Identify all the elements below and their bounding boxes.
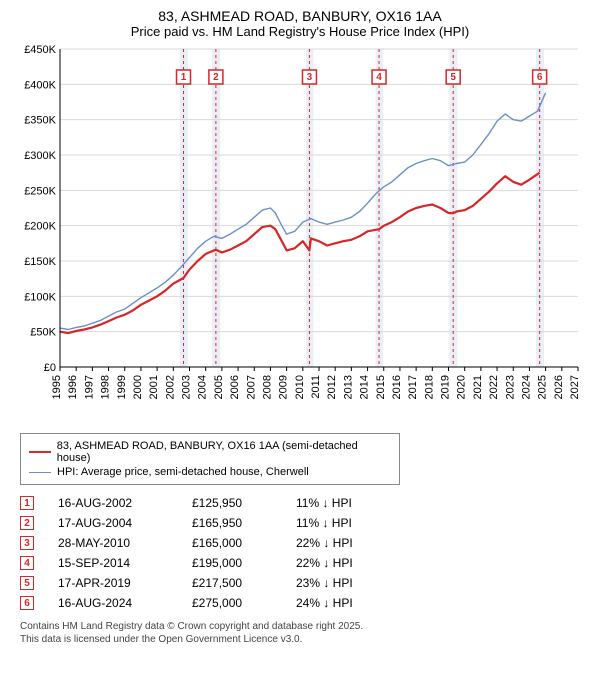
tx-delta: 22% ↓ HPI — [296, 556, 386, 570]
legend: 83, ASHMEAD ROAD, BANBURY, OX16 1AA (sem… — [20, 433, 400, 485]
tx-price: £275,000 — [192, 596, 272, 610]
svg-text:£450K: £450K — [24, 44, 56, 56]
tx-date: 17-APR-2019 — [58, 576, 168, 590]
svg-text:£400K: £400K — [24, 79, 56, 91]
svg-text:2000: 2000 — [132, 375, 144, 399]
svg-text:4: 4 — [376, 72, 382, 83]
tx-marker: 4 — [20, 556, 34, 570]
svg-text:1: 1 — [181, 72, 187, 83]
svg-text:2012: 2012 — [326, 375, 338, 399]
footer-line2: This data is licensed under the Open Gov… — [20, 634, 580, 647]
title-main: 83, ASHMEAD ROAD, BANBURY, OX16 1AA — [12, 8, 588, 24]
tx-marker: 5 — [20, 576, 34, 590]
footer-line1: Contains HM Land Registry data © Crown c… — [20, 621, 580, 634]
tx-price: £195,000 — [192, 556, 272, 570]
svg-text:£300K: £300K — [24, 150, 56, 162]
svg-text:2006: 2006 — [229, 375, 241, 399]
tx-marker: 3 — [20, 536, 34, 550]
svg-text:£200K: £200K — [24, 221, 56, 233]
svg-text:2003: 2003 — [181, 375, 193, 399]
tx-delta: 11% ↓ HPI — [296, 516, 386, 530]
svg-text:2007: 2007 — [245, 375, 257, 399]
svg-text:2008: 2008 — [261, 375, 273, 399]
svg-text:2005: 2005 — [213, 375, 225, 399]
svg-text:2018: 2018 — [423, 375, 435, 399]
transaction-row: 6 16-AUG-2024 £275,000 24% ↓ HPI — [20, 593, 580, 613]
transaction-row: 2 17-AUG-2004 £165,950 11% ↓ HPI — [20, 513, 580, 533]
svg-text:2022: 2022 — [488, 375, 500, 399]
transaction-row: 3 28-MAY-2010 £165,000 22% ↓ HPI — [20, 533, 580, 553]
svg-text:3: 3 — [307, 72, 313, 83]
tx-delta: 23% ↓ HPI — [296, 576, 386, 590]
chart-titles: 83, ASHMEAD ROAD, BANBURY, OX16 1AA Pric… — [12, 8, 588, 39]
tx-marker: 6 — [20, 596, 34, 610]
svg-text:1999: 1999 — [116, 375, 128, 399]
legend-swatch — [29, 472, 51, 473]
chart-area: £0 £50K £100K £150K £200K £250K £300K £350K £400… — [12, 43, 588, 423]
svg-text:£350K: £350K — [24, 115, 56, 127]
tx-date: 15-SEP-2014 — [58, 556, 168, 570]
transaction-row: 4 15-SEP-2014 £195,000 22% ↓ HPI — [20, 553, 580, 573]
legend-label: 83, ASHMEAD ROAD, BANBURY, OX16 1AA (sem… — [57, 440, 391, 464]
tx-date: 17-AUG-2004 — [58, 516, 168, 530]
svg-text:£150K: £150K — [24, 256, 56, 268]
svg-text:2019: 2019 — [440, 375, 452, 399]
legend-item-hpi: HPI: Average price, semi-detached house,… — [29, 466, 391, 478]
svg-text:£250K: £250K — [24, 185, 56, 197]
svg-text:£50K: £50K — [30, 327, 56, 339]
svg-text:2002: 2002 — [164, 375, 176, 399]
svg-text:1995: 1995 — [51, 375, 63, 399]
svg-text:1997: 1997 — [83, 375, 95, 399]
svg-text:2009: 2009 — [278, 375, 290, 399]
svg-text:2024: 2024 — [520, 375, 532, 399]
svg-text:2016: 2016 — [391, 375, 403, 399]
tx-marker: 2 — [20, 516, 34, 530]
svg-text:£0: £0 — [44, 362, 56, 374]
svg-text:2026: 2026 — [553, 375, 565, 399]
legend-label: HPI: Average price, semi-detached house,… — [57, 466, 309, 478]
svg-text:2015: 2015 — [375, 375, 387, 399]
svg-text:2011: 2011 — [310, 375, 322, 399]
transaction-row: 1 16-AUG-2002 £125,950 11% ↓ HPI — [20, 493, 580, 513]
svg-text:2025: 2025 — [537, 375, 549, 399]
legend-swatch — [29, 451, 51, 453]
svg-text:£100K: £100K — [24, 291, 56, 303]
svg-text:2010: 2010 — [294, 375, 306, 399]
svg-text:1996: 1996 — [67, 375, 79, 399]
transactions-table: 1 16-AUG-2002 £125,950 11% ↓ HPI 2 17-AUG-200… — [20, 493, 580, 613]
transaction-row: 5 17-APR-2019 £217,500 23% ↓ HPI — [20, 573, 580, 593]
svg-text:2017: 2017 — [407, 375, 419, 399]
tx-date: 28-MAY-2010 — [58, 536, 168, 550]
svg-text:2: 2 — [213, 72, 219, 83]
svg-text:2013: 2013 — [342, 375, 354, 399]
svg-text:2027: 2027 — [569, 375, 581, 399]
svg-text:2014: 2014 — [359, 375, 371, 399]
tx-date: 16-AUG-2024 — [58, 596, 168, 610]
svg-text:2021: 2021 — [472, 375, 484, 399]
tx-delta: 24% ↓ HPI — [296, 596, 386, 610]
svg-text:2020: 2020 — [456, 375, 468, 399]
footer-attribution: Contains HM Land Registry data © Crown c… — [20, 621, 580, 646]
tx-price: £125,950 — [192, 496, 272, 510]
tx-price: £165,950 — [192, 516, 272, 530]
svg-text:5: 5 — [450, 72, 456, 83]
tx-date: 16-AUG-2002 — [58, 496, 168, 510]
tx-delta: 22% ↓ HPI — [296, 536, 386, 550]
tx-marker: 1 — [20, 496, 34, 510]
svg-text:1998: 1998 — [100, 375, 112, 399]
svg-text:2004: 2004 — [197, 375, 209, 399]
line-chart: £0 £50K £100K £150K £200K £250K £300K £350K £400… — [12, 43, 588, 423]
tx-delta: 11% ↓ HPI — [296, 496, 386, 510]
svg-text:6: 6 — [537, 72, 543, 83]
svg-text:2023: 2023 — [504, 375, 516, 399]
title-sub: Price paid vs. HM Land Registry's House … — [12, 24, 588, 39]
svg-text:2001: 2001 — [148, 375, 160, 399]
tx-price: £217,500 — [192, 576, 272, 590]
tx-price: £165,000 — [192, 536, 272, 550]
legend-item-paid: 83, ASHMEAD ROAD, BANBURY, OX16 1AA (sem… — [29, 440, 391, 464]
